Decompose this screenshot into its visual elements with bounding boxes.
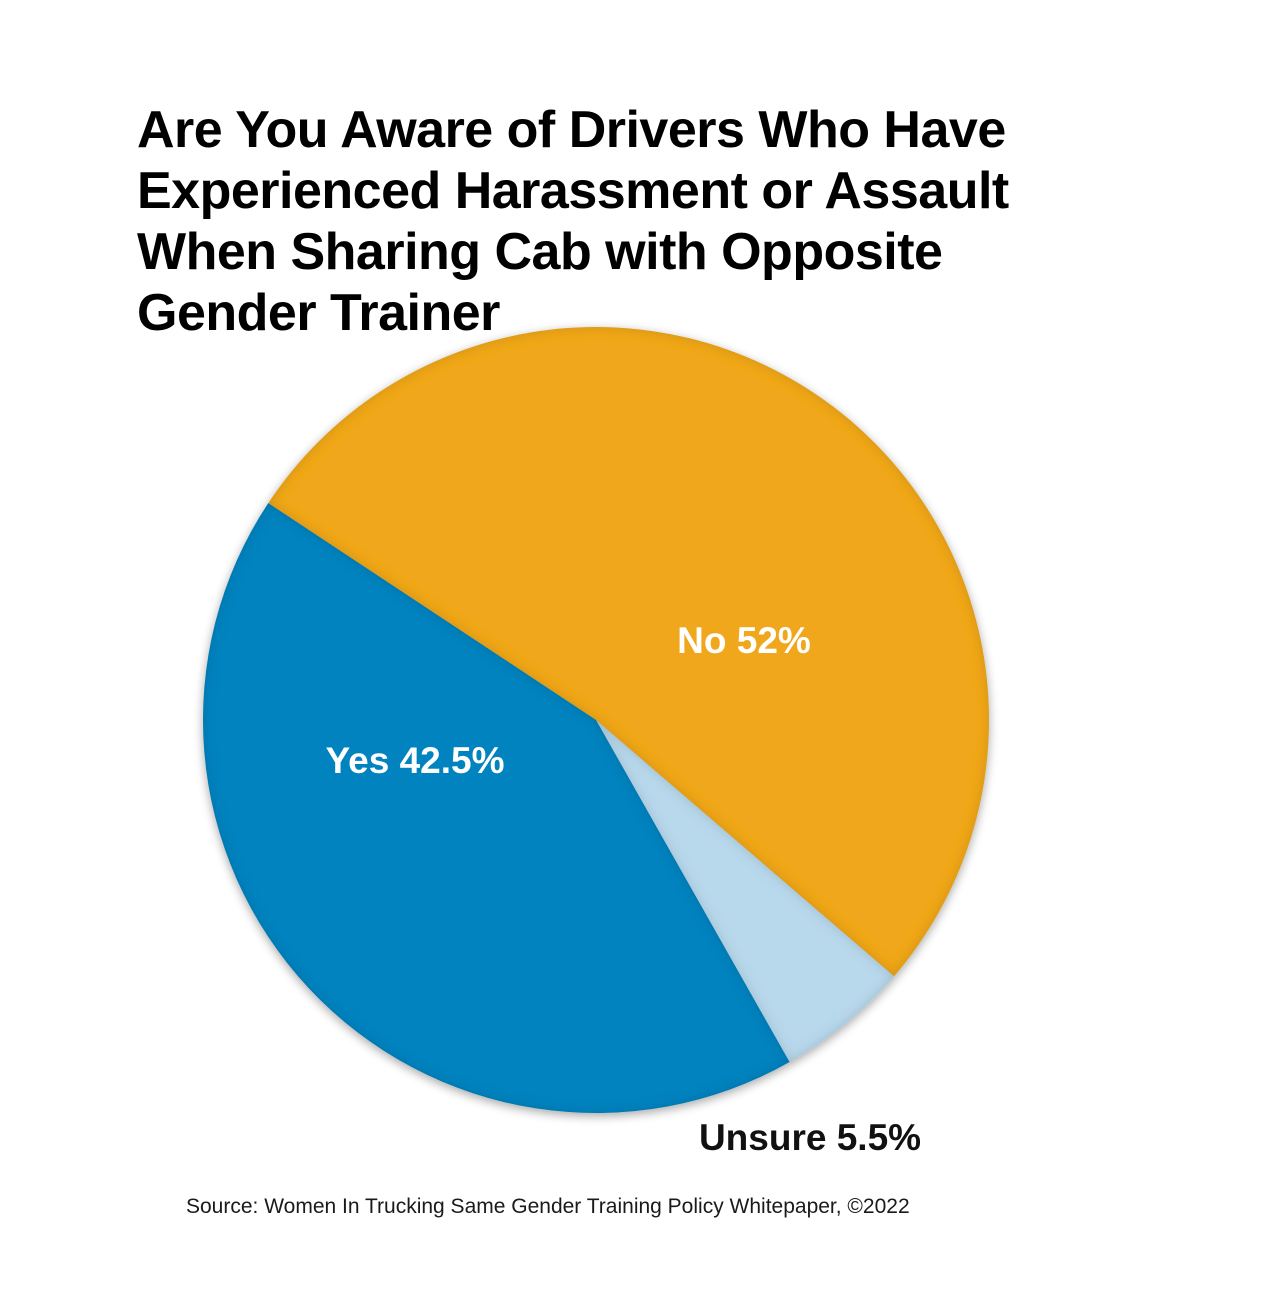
chart-title-line-4: Gender Trainer [137, 284, 500, 342]
chart-title-line-1: Are You Aware of Drivers Who Have [137, 101, 1006, 159]
slice-label-unsure: Unsure 5.5% [699, 1117, 921, 1158]
chart-title: Are You Aware of Drivers Who Have Experi… [137, 100, 1137, 344]
chart-title-line-3: When Sharing Cab with Opposite [137, 223, 943, 281]
source-note: Source: Women In Trucking Same Gender Tr… [186, 1195, 910, 1218]
pie-slice-unsure [596, 720, 894, 1063]
pie-slice-no [268, 327, 989, 977]
slice-label-no: No 52% [677, 620, 811, 661]
pie-slice-yes [202, 503, 790, 1114]
chart-title-line-2: Experienced Harassment or Assault [137, 162, 1009, 220]
slice-label-yes: Yes 42.5% [326, 740, 505, 781]
